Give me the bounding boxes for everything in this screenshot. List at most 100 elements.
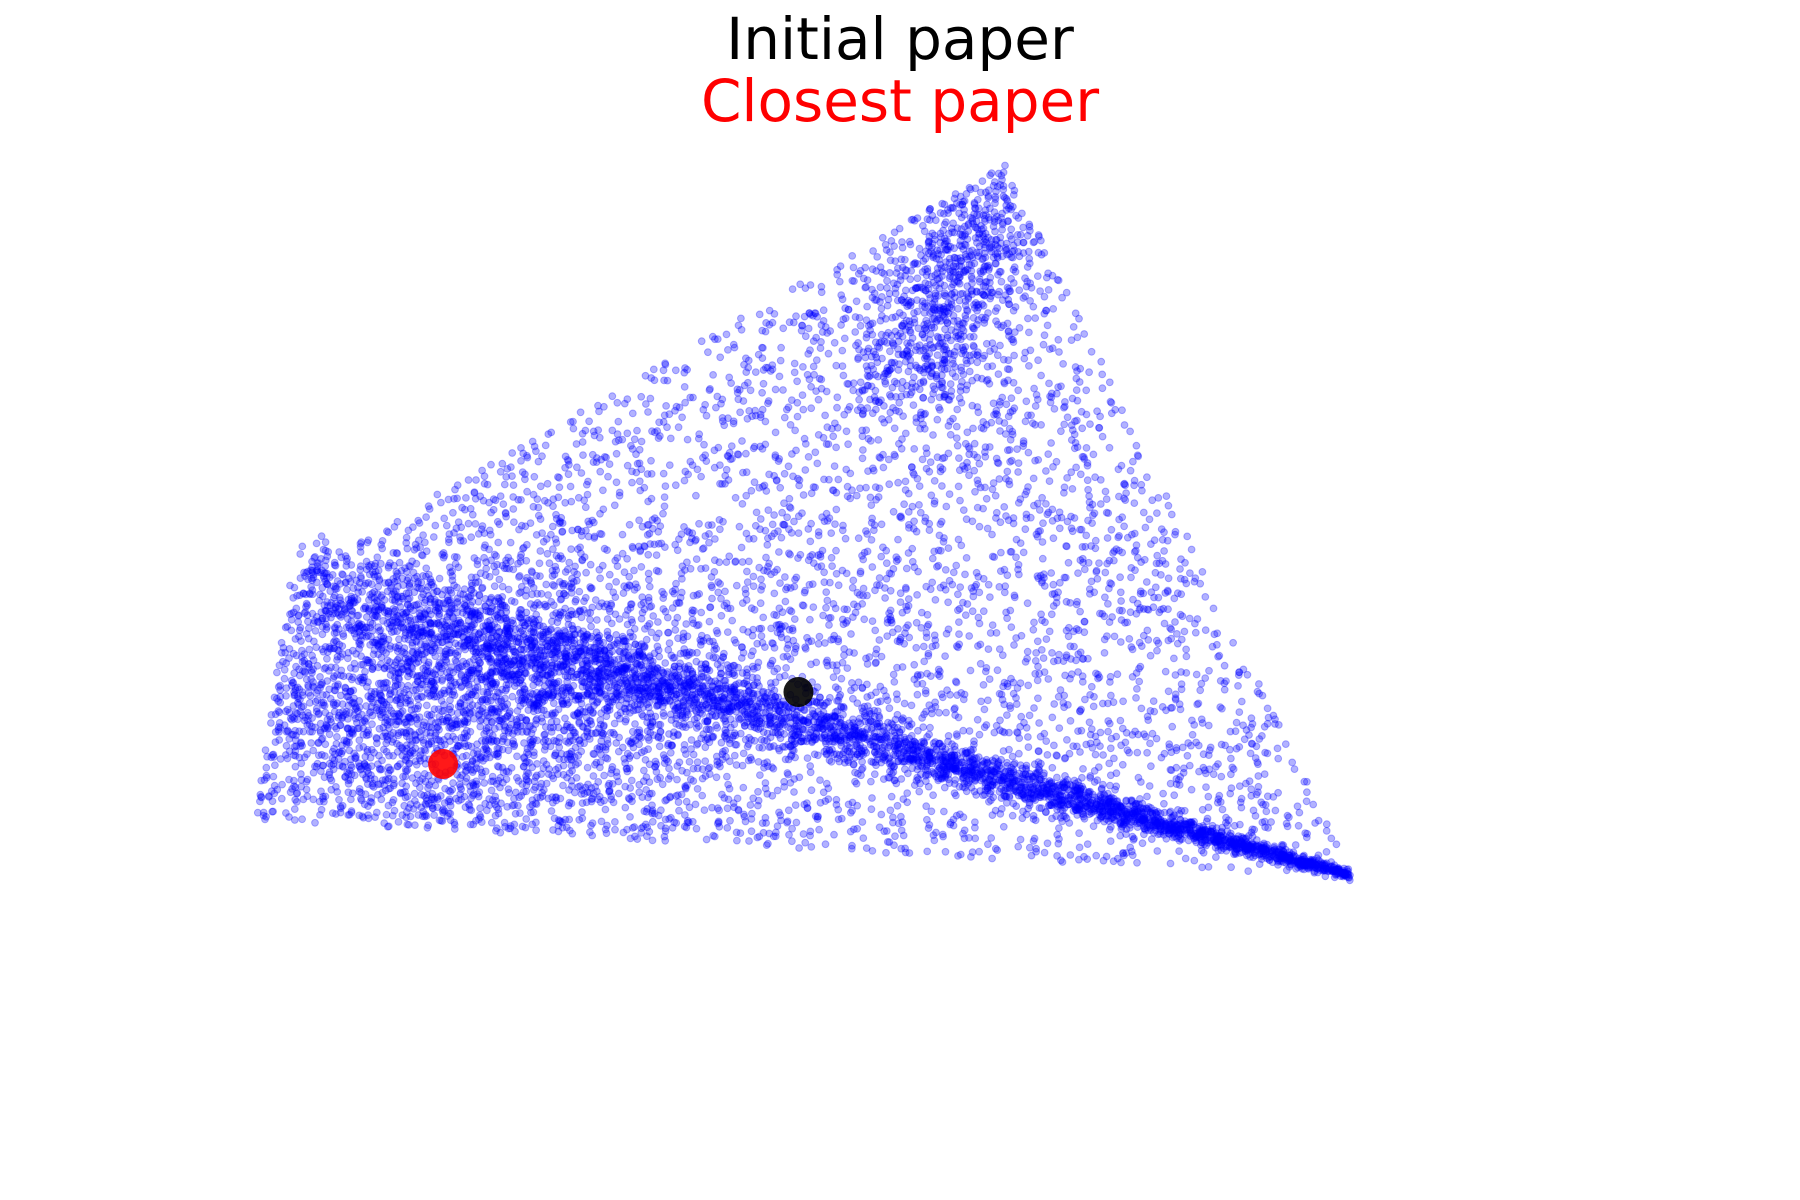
chart-title: Initial paper Closest paper (0, 8, 1800, 132)
scatter-point (794, 529, 803, 537)
scatter-point (1262, 807, 1271, 816)
scatter-point (1220, 679, 1229, 688)
scatter-point (1232, 744, 1241, 753)
scatter-point (819, 788, 828, 797)
scatter-point (780, 413, 789, 422)
scatter-point (373, 553, 382, 562)
scatter-point (890, 776, 899, 785)
scatter-point (831, 604, 840, 613)
scatter-point (1010, 593, 1019, 602)
scatter-point (718, 414, 727, 422)
scatter-point (952, 730, 961, 738)
scatter-point (298, 815, 307, 824)
scatter-point (654, 527, 663, 536)
scatter-point (607, 619, 616, 628)
scatter-point (1065, 623, 1073, 632)
scatter-point (901, 486, 910, 494)
scatter-point (1075, 843, 1084, 852)
scatter-point (910, 563, 919, 572)
scatter-point (868, 794, 876, 802)
scatter-point (1235, 782, 1244, 790)
scatter-point (1049, 463, 1057, 471)
scatter-point (1039, 654, 1048, 662)
scatter-point (1185, 614, 1194, 623)
scatter-point (1126, 427, 1134, 436)
scatter-point (840, 605, 849, 614)
scatter-point (1176, 574, 1185, 583)
scatter-point (790, 775, 799, 783)
scatter-point (870, 712, 879, 721)
scatter-point (1221, 741, 1229, 750)
scatter-point (1217, 772, 1226, 781)
scatter-point (900, 699, 909, 708)
scatter-point (1074, 727, 1082, 735)
scatter-point (815, 825, 823, 834)
scatter-point (344, 779, 353, 788)
scatter-point (751, 368, 760, 377)
scatter-point (1214, 795, 1223, 803)
scatter-point (742, 368, 751, 377)
scatter-point (931, 636, 940, 644)
scatter-point (1031, 669, 1040, 678)
scatter-point (1143, 792, 1151, 801)
scatter-point (817, 384, 826, 393)
scatter-point (999, 822, 1008, 831)
scatter-point (993, 410, 1002, 419)
scatter-point (988, 854, 996, 863)
scatter-point (856, 569, 865, 578)
scatter-point (783, 818, 791, 827)
scatter-point (1150, 593, 1158, 602)
scatter-point (982, 494, 991, 503)
scatter-point (1024, 681, 1033, 690)
scatter-point (837, 814, 846, 823)
scatter-point (755, 310, 764, 319)
scatter-point (889, 813, 897, 822)
scatter-point (843, 482, 852, 491)
scatter-point (795, 481, 803, 490)
scatter-point (709, 371, 717, 379)
scatter-point (1080, 617, 1089, 626)
scatter-point (1055, 524, 1064, 533)
scatter-point (733, 450, 742, 459)
scatter-point (1014, 560, 1023, 569)
scatter-point (1007, 394, 1016, 403)
scatter-point (931, 216, 940, 225)
scatter-point (832, 443, 840, 452)
scatter-point (1120, 818, 1129, 827)
scatter-point (1098, 699, 1107, 708)
scatter-point (944, 544, 953, 552)
scatter-point (588, 819, 597, 827)
scatter-point (808, 551, 817, 559)
scatter-point (1311, 819, 1319, 827)
scatter-point (599, 486, 607, 495)
scatter-point (1153, 509, 1161, 517)
scatter-point (1120, 522, 1128, 531)
scatter-point (1088, 519, 1096, 527)
scatter-point (1199, 848, 1208, 857)
scatter-point (794, 474, 802, 483)
scatter-point (1182, 669, 1191, 677)
scatter-point (928, 578, 937, 587)
scatter-point (1007, 623, 1016, 631)
scatter-point (679, 629, 688, 638)
scatter-point (518, 468, 527, 477)
scatter-point (610, 501, 619, 510)
scatter-point (681, 398, 689, 407)
scatter-point (817, 288, 826, 297)
scatter-point (1075, 829, 1083, 838)
scatter-point (1101, 568, 1110, 577)
scatter-point (870, 289, 879, 298)
scatter-point (445, 538, 453, 547)
scatter-point (1146, 651, 1155, 660)
scatter-point (1172, 780, 1181, 788)
scatter-point (900, 500, 908, 509)
scatter-point (1205, 746, 1214, 755)
scatter-point (546, 742, 555, 751)
scatter-point (758, 405, 767, 414)
scatter-point (1058, 858, 1067, 866)
scatter-point (549, 502, 557, 511)
scatter-point (1033, 272, 1042, 281)
scatter-point (993, 458, 1002, 467)
scatter-point (980, 723, 989, 732)
scatter-point (1061, 754, 1070, 762)
